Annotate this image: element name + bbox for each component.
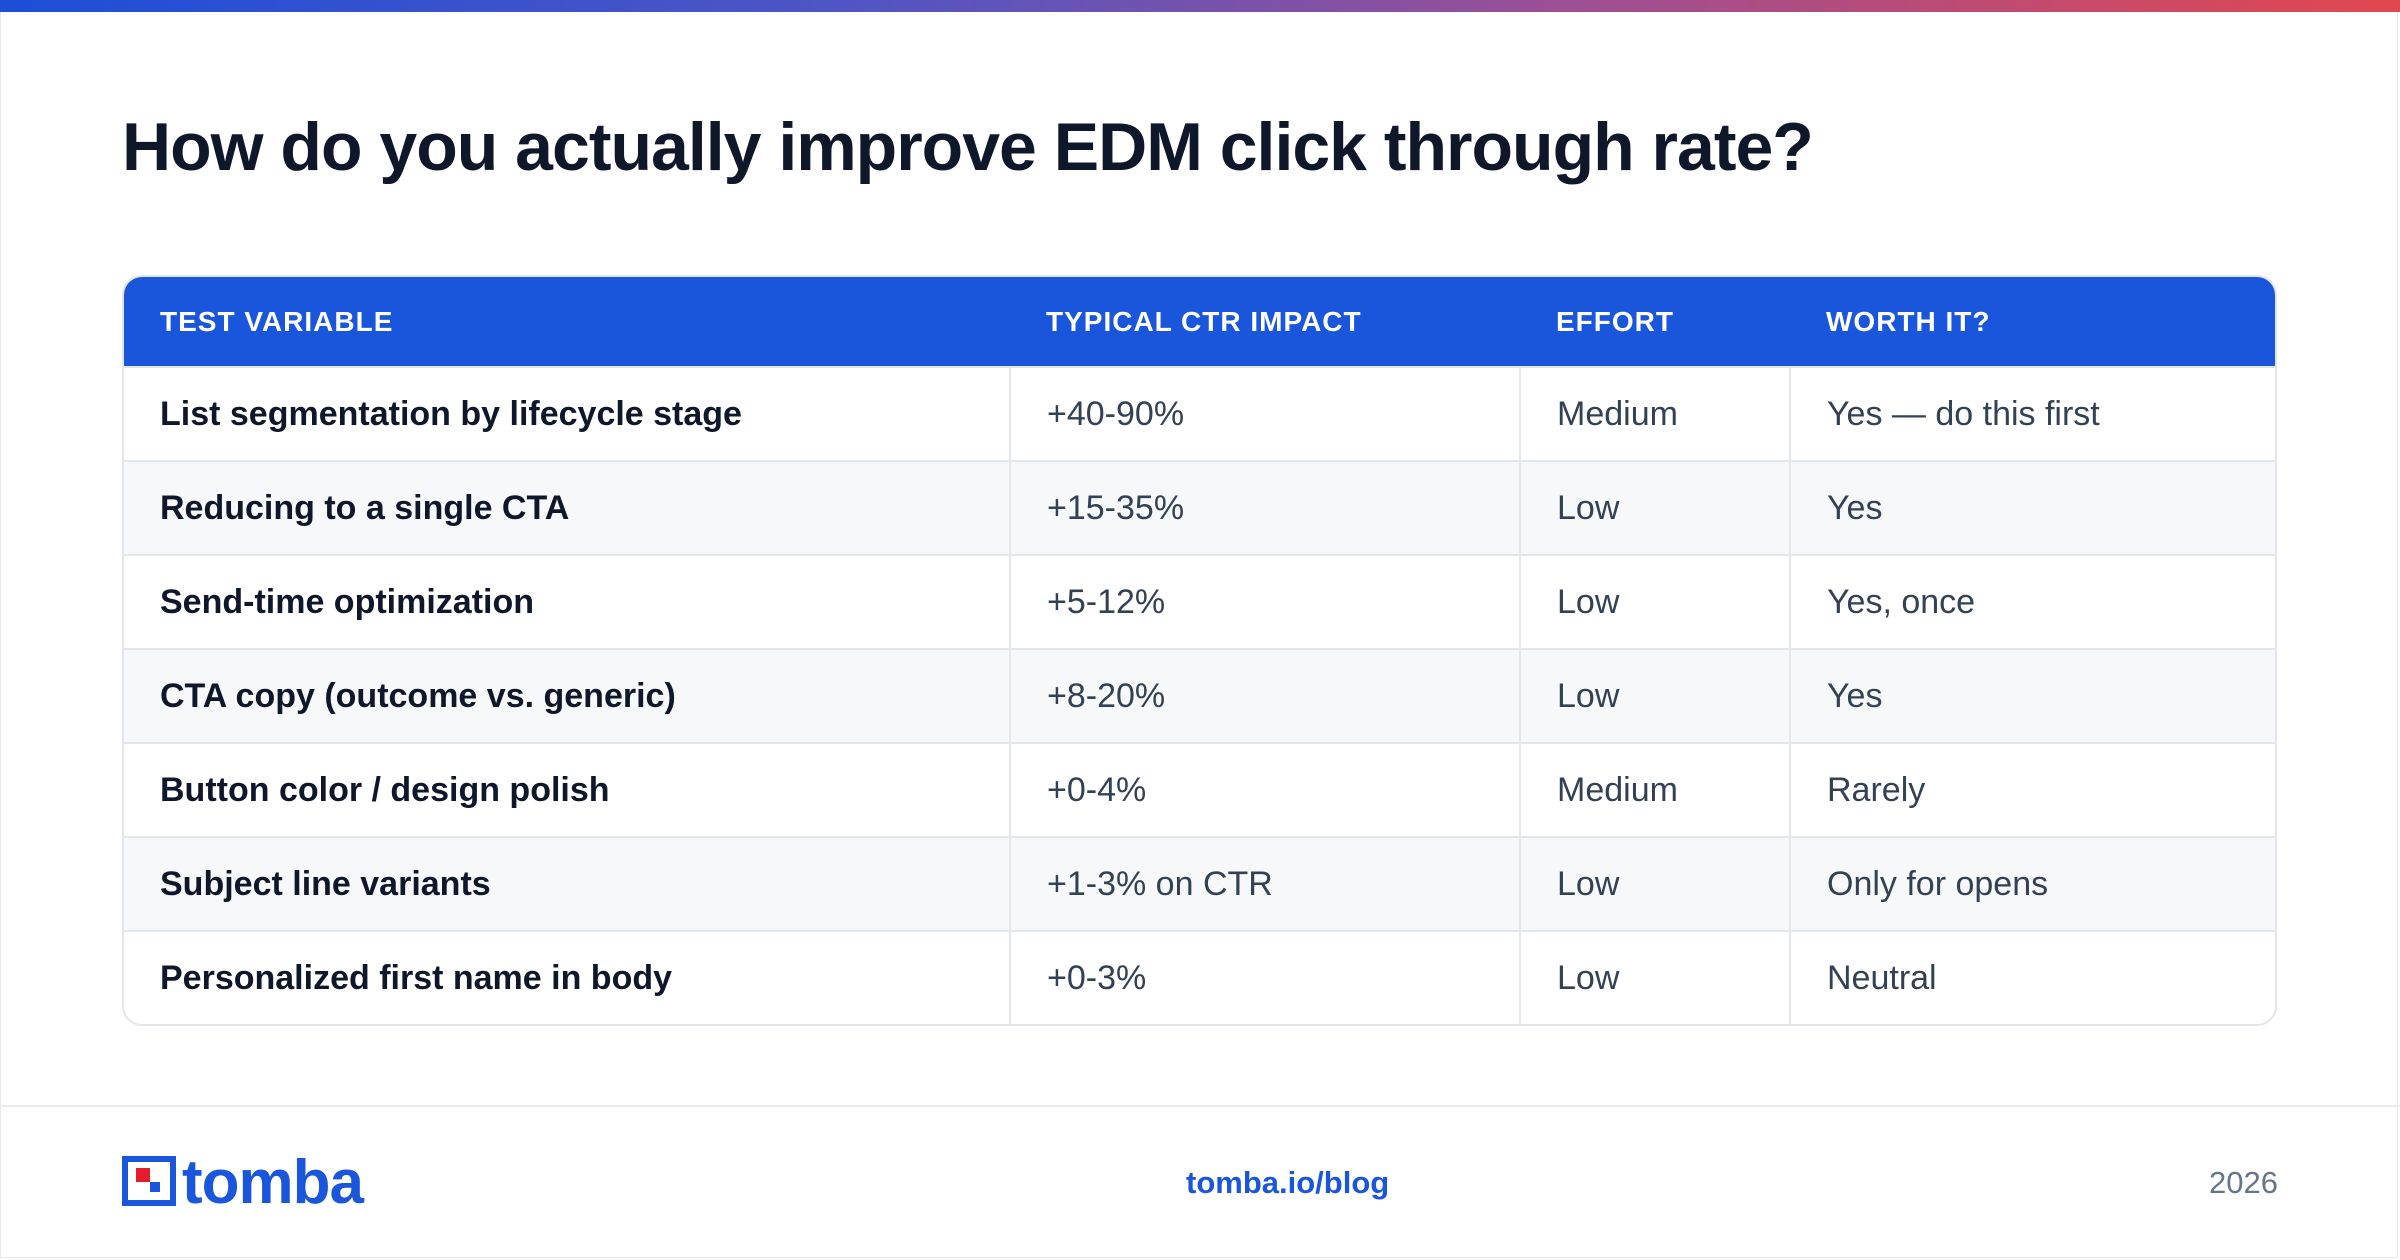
cell-worth: Yes, once [1789,555,2275,649]
cell-effort: Low [1519,837,1790,931]
table-row: Personalized first name in body +0-3% Lo… [124,931,2275,1024]
header-test-variable: TEST VARIABLE [160,305,394,337]
footer-divider [0,1105,2400,1107]
table-row: CTA copy (outcome vs. generic) +8-20% Lo… [124,649,2275,743]
cell-variable: Reducing to a single CTA [160,488,570,527]
tomba-logo[interactable]: tomba [122,1152,364,1214]
cell-worth: Neutral [1789,931,2275,1024]
table-row: Button color / design polish +0-4% Mediu… [124,743,2275,837]
tomba-logo-icon [122,1155,176,1211]
cell-impact: +0-3% [1009,931,1520,1024]
table-header-row: TEST VARIABLE TYPICAL CTR IMPACT EFFORT … [124,277,2275,367]
cell-impact: +15-35% [1009,461,1520,555]
table-row: Send-time optimization +5-12% Low Yes, o… [124,555,2275,649]
header-ctr-impact: TYPICAL CTR IMPACT [1046,305,1362,337]
cell-worth: Yes [1789,649,2275,743]
header-effort: EFFORT [1556,305,1674,337]
table-row: Reducing to a single CTA +15-35% Low Yes [124,461,2275,555]
cell-effort: Low [1519,555,1790,649]
cell-variable: Send-time optimization [160,582,534,621]
table-row: List segmentation by lifecycle stage +40… [124,367,2275,461]
cell-effort: Low [1519,649,1790,743]
table-row: Subject line variants +1-3% on CTR Low O… [124,837,2275,931]
header-worth-it: WORTH IT? [1826,305,1991,337]
ctr-table-card: TEST VARIABLE TYPICAL CTR IMPACT EFFORT … [122,275,2277,1026]
cell-worth: Rarely [1789,743,2275,837]
cell-worth: Yes [1789,461,2275,555]
cell-effort: Low [1519,461,1790,555]
cell-variable: Button color / design polish [160,770,610,809]
blog-link[interactable]: tomba.io/blog [1186,1165,1390,1200]
gradient-top-bar [0,0,2400,12]
cell-impact: +5-12% [1009,555,1520,649]
footer-year: 2026 [2209,1165,2278,1200]
cell-variable: Subject line variants [160,864,491,903]
cell-impact: +0-4% [1009,743,1520,837]
cell-effort: Low [1519,931,1790,1024]
cell-impact: +1-3% on CTR [1009,837,1520,931]
cell-effort: Medium [1519,367,1790,461]
ctr-table: TEST VARIABLE TYPICAL CTR IMPACT EFFORT … [124,277,2275,1024]
cell-worth: Only for opens [1789,837,2275,931]
cell-worth: Yes — do this first [1789,367,2275,461]
cell-variable: List segmentation by lifecycle stage [160,394,742,433]
cell-variable: CTA copy (outcome vs. generic) [160,676,676,715]
cell-variable: Personalized first name in body [160,959,673,997]
cell-impact: +8-20% [1009,649,1520,743]
logo-wordmark: tomba [182,1148,364,1217]
cell-effort: Medium [1519,743,1790,837]
cell-impact: +40-90% [1009,367,1520,461]
page-title: How do you actually improve EDM click th… [122,109,1814,185]
